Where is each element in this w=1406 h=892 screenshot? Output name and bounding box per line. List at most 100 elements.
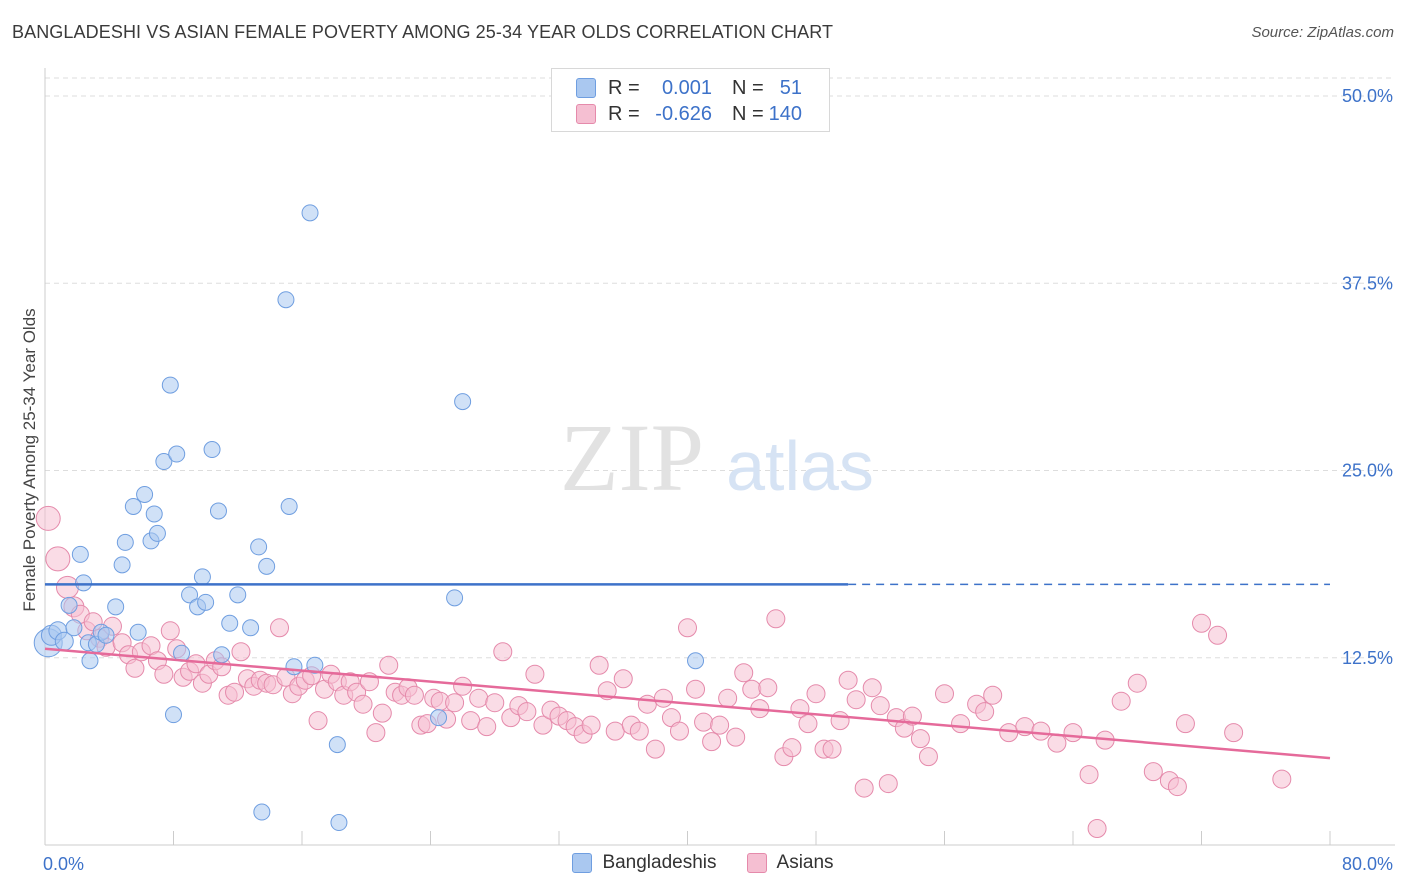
asians-point: [702, 732, 722, 752]
asians-point: [822, 739, 842, 759]
asians-point: [517, 702, 537, 722]
bangladeshis-point: [258, 557, 276, 575]
bangladeshis-point: [155, 453, 173, 471]
asians-point: [55, 575, 79, 599]
bottom-legend-bangladeshis[interactable]: Bangladeshis: [572, 852, 717, 874]
asians-point: [694, 712, 714, 732]
asians-point: [854, 778, 874, 798]
asians-point: [581, 715, 601, 735]
bangladeshis-point: [97, 626, 115, 644]
asians-point: [125, 658, 145, 678]
bangladeshis-point: [306, 656, 324, 674]
asians-point: [154, 664, 174, 684]
legend-row-asians: R = -0.626 N = 140: [576, 101, 802, 127]
asians-point: [485, 693, 505, 713]
bangladeshis-point: [107, 598, 125, 616]
asians-trend-line: [44, 647, 1331, 760]
asians-point: [870, 696, 890, 716]
asians-point: [45, 546, 71, 572]
y-tick-label: 37.5%: [1342, 273, 1393, 293]
bottom-legend-label: Bangladeshis: [602, 852, 717, 873]
asians-point: [270, 618, 290, 638]
bangladeshis-point: [129, 623, 147, 641]
bangladeshis-point: [330, 814, 348, 832]
source-label: Source: ZipAtlas.com: [1251, 24, 1394, 41]
watermark-zip: ZIP: [560, 404, 704, 511]
asians-point: [629, 721, 649, 741]
asians-point: [975, 702, 995, 722]
asians-point: [798, 714, 818, 734]
asians-point: [225, 682, 245, 702]
asians-point: [742, 679, 762, 699]
asians-point: [766, 609, 786, 629]
asians-point: [469, 688, 489, 708]
asians-point: [637, 694, 657, 714]
asians-point: [910, 729, 930, 749]
bangladeshis-point: [285, 658, 303, 676]
bangladeshis-point: [430, 709, 448, 727]
asians-point: [186, 654, 206, 674]
bottom-legend-asians[interactable]: Asians: [746, 852, 834, 874]
y-tick-label: 25.0%: [1342, 461, 1393, 481]
asians-point: [372, 703, 392, 723]
bangladeshis-point: [181, 586, 199, 604]
asians-point: [353, 694, 373, 714]
grid-lines: [45, 77, 1395, 659]
asians-point: [1087, 819, 1107, 839]
bangladeshis-point: [301, 204, 319, 222]
bangladeshis-point: [113, 556, 131, 574]
bangladeshis-point: [277, 291, 295, 309]
legend-r-label: R =: [608, 102, 640, 125]
bangladeshis-point: [60, 596, 78, 614]
bangladeshis-point: [136, 485, 154, 503]
asians-point: [493, 642, 513, 662]
axes: [44, 68, 1395, 846]
asians-point: [718, 688, 738, 708]
watermark-atlas: atlas: [726, 427, 874, 505]
bangladeshis-point: [75, 574, 93, 592]
legend-swatch-pink: [576, 104, 596, 124]
asians-point: [366, 723, 386, 743]
bangladeshis-point: [250, 538, 268, 556]
asians-point: [308, 711, 328, 731]
bangladeshis-point: [165, 706, 182, 724]
asians-point: [999, 723, 1019, 743]
asians-point: [951, 714, 971, 734]
bangladeshis-point: [116, 533, 134, 551]
asians-point: [830, 711, 850, 731]
asians-point: [918, 747, 938, 767]
watermark: ZIP atlas: [560, 404, 874, 511]
bangladeshis-point: [209, 502, 227, 520]
asians-point: [613, 669, 633, 689]
legend-n-value: 140: [768, 102, 802, 125]
asians-point: [1111, 691, 1131, 711]
bangladeshis-point: [203, 441, 221, 459]
asians-point: [525, 664, 545, 684]
bangladeshis-point: [81, 652, 99, 670]
x-tick-label: 0.0%: [43, 854, 84, 874]
asians-point: [678, 618, 697, 638]
trend-lines: [44, 583, 1331, 760]
bangladeshis-point: [161, 376, 179, 394]
asians-point: [710, 715, 730, 735]
asians-point: [653, 688, 673, 708]
asians-point: [445, 693, 465, 713]
bangladeshis-point: [168, 445, 186, 463]
bangladeshis-point: [221, 614, 239, 632]
asians-point: [1167, 777, 1187, 797]
asians-point: [1127, 673, 1147, 693]
legend-n-value: 51: [779, 76, 802, 99]
asians-point: [1143, 762, 1163, 782]
bottom-legend: Bangladeshis Asians: [0, 852, 1406, 874]
asians-point: [35, 505, 61, 531]
bangladeshis-point: [229, 586, 247, 604]
asians-point: [453, 676, 473, 696]
bangladeshis-point: [148, 524, 166, 542]
legend-n-label: N =: [732, 102, 764, 125]
asians-point: [669, 721, 689, 741]
bangladeshis-point: [197, 593, 215, 611]
asians-point: [1063, 723, 1083, 743]
asians-point: [806, 684, 826, 704]
bangladeshis-point: [124, 497, 142, 515]
